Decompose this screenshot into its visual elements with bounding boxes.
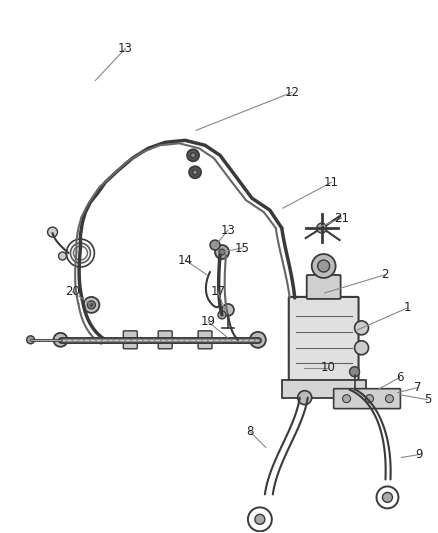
Text: 10: 10 [320,361,335,374]
Text: 17: 17 [211,286,226,298]
Text: 15: 15 [234,241,249,255]
Circle shape [88,301,95,309]
Circle shape [90,303,93,306]
Circle shape [366,394,374,402]
Text: 19: 19 [201,316,215,328]
Text: 7: 7 [413,381,421,394]
Text: 13: 13 [118,42,133,55]
Circle shape [385,394,393,402]
Circle shape [83,297,99,313]
Text: 20: 20 [65,286,80,298]
FancyBboxPatch shape [158,331,172,349]
Circle shape [355,321,368,335]
Text: 5: 5 [424,393,431,406]
Text: 11: 11 [324,176,339,189]
Circle shape [215,245,229,259]
Circle shape [343,394,350,402]
Text: 12: 12 [284,86,299,99]
Circle shape [210,240,220,250]
Circle shape [187,149,199,161]
Text: 1: 1 [404,301,411,314]
Text: 6: 6 [396,371,403,384]
Text: 8: 8 [246,425,254,438]
Circle shape [48,227,57,237]
Circle shape [189,166,201,178]
FancyBboxPatch shape [307,275,341,299]
Circle shape [350,367,360,377]
Circle shape [250,332,266,348]
Circle shape [255,514,265,524]
Text: 13: 13 [221,224,235,237]
Circle shape [193,169,198,175]
FancyBboxPatch shape [334,389,400,409]
Circle shape [382,492,392,503]
Circle shape [317,223,327,233]
Circle shape [218,311,226,319]
FancyBboxPatch shape [124,331,137,349]
Text: 2: 2 [381,269,388,281]
Circle shape [318,260,330,272]
Circle shape [53,333,67,347]
Text: 9: 9 [416,448,423,461]
Text: 21: 21 [334,212,349,224]
Circle shape [191,153,196,158]
Circle shape [298,391,312,405]
Circle shape [355,341,368,355]
Text: 14: 14 [177,254,193,266]
Circle shape [27,336,35,344]
FancyBboxPatch shape [289,297,359,381]
Circle shape [222,304,234,316]
FancyBboxPatch shape [198,331,212,349]
Circle shape [219,249,225,255]
FancyBboxPatch shape [282,379,366,398]
Circle shape [59,252,67,260]
Circle shape [312,254,336,278]
